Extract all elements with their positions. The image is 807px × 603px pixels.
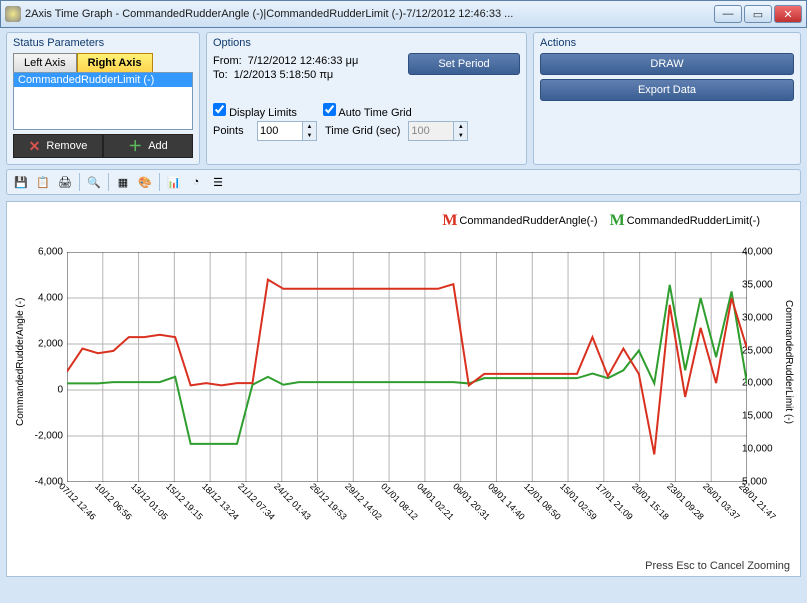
list-item[interactable]: CommandedRudderLimit (-) <box>14 73 192 87</box>
plot-canvas[interactable] <box>67 252 747 482</box>
save-icon[interactable]: 💾 <box>11 172 31 192</box>
window-title: 2Axis Time Graph - CommandedRudderAngle … <box>25 8 714 20</box>
legend-label-2: CommandedRudderLimit(-) <box>627 215 760 227</box>
palette-icon[interactable]: 🎨 <box>135 172 155 192</box>
options-panel: Options From: 7/12/2012 12:46:33 μμ To: … <box>206 32 527 165</box>
chart-area: MCommandedRudderAngle(-) MCommandedRudde… <box>6 201 801 577</box>
actions-title: Actions <box>540 35 794 53</box>
legend-label-1: CommandedRudderAngle(-) <box>459 215 597 227</box>
time-grid-spinner[interactable]: ▲▼ <box>408 121 468 141</box>
parameter-list[interactable]: CommandedRudderLimit (-) <box>13 72 193 130</box>
to-value: 1/2/2013 5:18:50 πμ <box>234 69 334 81</box>
points-spinner[interactable]: ▲▼ <box>257 121 317 141</box>
draw-button[interactable]: DRAW <box>540 53 794 75</box>
export-button[interactable]: Export Data <box>540 79 794 101</box>
print-icon[interactable]: 🖨 <box>55 172 75 192</box>
y-axis-right-label: CommandedRudderLimit (-) <box>783 247 794 477</box>
legend: MCommandedRudderAngle(-) MCommandedRudde… <box>442 212 760 230</box>
status-parameters-panel: Status Parameters Left Axis Right Axis C… <box>6 32 200 165</box>
points-label: Points <box>213 125 249 137</box>
legend-swatch-icon: M <box>442 212 457 230</box>
titlebar: 2Axis Time Graph - CommandedRudderAngle … <box>0 0 807 28</box>
options-title: Options <box>213 35 520 53</box>
from-value: 7/12/2012 12:46:33 μμ <box>248 55 359 67</box>
list-icon[interactable]: ☰ <box>208 172 228 192</box>
tab-left-axis[interactable]: Left Axis <box>13 53 77 72</box>
grid-icon[interactable]: ▦ <box>113 172 133 192</box>
time-grid-label: Time Grid (sec) <box>325 125 400 137</box>
bars-icon[interactable]: 📊 <box>164 172 184 192</box>
maximize-button[interactable]: ▭ <box>744 5 772 23</box>
tab-right-axis[interactable]: Right Axis <box>77 53 153 72</box>
from-label: From: <box>213 55 242 67</box>
remove-icon: ✕ <box>29 138 41 155</box>
add-button[interactable]: ＋Add <box>103 134 193 158</box>
actions-panel: Actions DRAW Export Data <box>533 32 801 165</box>
toolbar: 💾 📋 🖨 🔍 ▦ 🎨 📊 ◔ ☰ <box>6 169 801 195</box>
pie-icon[interactable]: ◔ <box>186 172 206 192</box>
zoom-hint: Press Esc to Cancel Zooming <box>645 560 790 572</box>
remove-button[interactable]: ✕Remove <box>13 134 103 158</box>
status-title: Status Parameters <box>13 35 193 53</box>
set-period-button[interactable]: Set Period <box>408 53 520 75</box>
add-icon: ＋ <box>128 136 142 156</box>
zoom-icon[interactable]: 🔍 <box>84 172 104 192</box>
minimize-button[interactable]: — <box>714 5 742 23</box>
close-button[interactable]: ✕ <box>774 5 802 23</box>
y-axis-left-label: CommandedRudderAngle (-) <box>15 247 26 477</box>
app-icon <box>5 6 21 22</box>
legend-swatch-icon: M <box>610 212 625 230</box>
auto-time-grid-check[interactable]: Auto Time Grid <box>323 103 412 119</box>
copy-icon[interactable]: 📋 <box>33 172 53 192</box>
display-limits-check[interactable]: Display Limits <box>213 103 297 119</box>
to-label: To: <box>213 69 228 81</box>
